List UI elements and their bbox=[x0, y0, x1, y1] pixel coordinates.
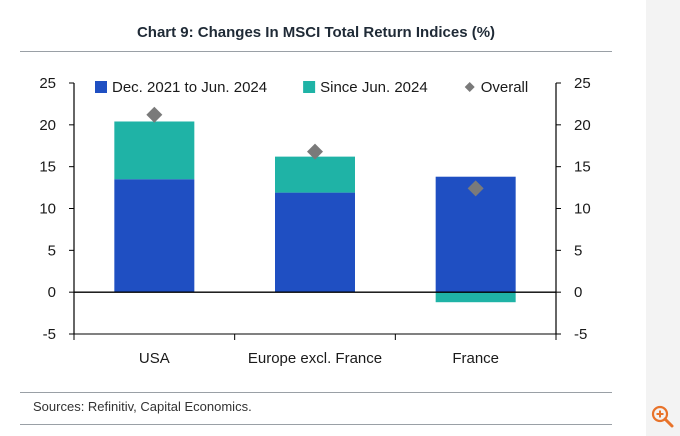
side-rail bbox=[646, 0, 680, 436]
bar-since-jun-2024-2 bbox=[435, 292, 516, 303]
y-tick-label-right: 15 bbox=[574, 159, 591, 176]
y-tick-label-left: 15 bbox=[39, 159, 56, 176]
y-tick-label-right: 10 bbox=[574, 201, 591, 218]
y-tick-label-left: 5 bbox=[48, 242, 56, 259]
source-rule-bottom bbox=[20, 424, 612, 425]
y-tick-label-left: 0 bbox=[48, 284, 56, 301]
zoom-in-icon[interactable] bbox=[650, 404, 676, 430]
bar-since-jun-2024-0 bbox=[114, 121, 195, 180]
chart-card: Chart 9: Changes In MSCI Total Return In… bbox=[20, 24, 612, 425]
overall-marker-0 bbox=[146, 106, 163, 123]
y-tick-label-left: 20 bbox=[39, 117, 56, 134]
legend-label: Dec. 2021 to Jun. 2024 bbox=[112, 79, 267, 96]
legend-swatch-dec-2021-to-jun-2024 bbox=[95, 81, 107, 93]
y-tick-label-right: 0 bbox=[574, 284, 582, 301]
legend-swatch-since-jun-2024 bbox=[303, 81, 316, 93]
legend-swatch-overall bbox=[464, 82, 475, 92]
y-tick-label-left: 10 bbox=[39, 201, 56, 218]
x-tick-label: Europe excl. France bbox=[248, 350, 382, 367]
x-tick-label: France bbox=[452, 350, 499, 367]
x-tick-label: USA bbox=[139, 350, 170, 367]
legend-label: Overall bbox=[481, 79, 529, 96]
source-rule-top bbox=[20, 392, 612, 393]
y-tick-label-right: 5 bbox=[574, 242, 582, 259]
y-tick-label-right: 25 bbox=[574, 75, 591, 92]
chart-svg: -5 -5 0 0 5 5 10 10 15 15 20 20 25 25 USA Europe excl. … bbox=[39, 75, 591, 367]
y-tick-label-right: 20 bbox=[574, 117, 591, 134]
overall-marker-1 bbox=[307, 143, 323, 160]
chart-title: Chart 9: Changes In MSCI Total Return In… bbox=[136, 24, 496, 41]
bar-dec-2021-to-jun-2024-0 bbox=[114, 179, 195, 293]
title-rule bbox=[20, 51, 612, 52]
y-tick-label-left: -5 bbox=[43, 326, 56, 343]
chart-source: Sources: Refinitiv, Capital Economics. bbox=[33, 399, 252, 414]
y-tick-label-left: 25 bbox=[39, 75, 56, 92]
legend-label: Since Jun. 2024 bbox=[320, 79, 428, 96]
bar-dec-2021-to-jun-2024-1 bbox=[275, 192, 355, 293]
overall-marker-2 bbox=[467, 180, 484, 197]
y-tick-label-right: -5 bbox=[574, 326, 587, 343]
bar-since-jun-2024-1 bbox=[275, 156, 355, 193]
